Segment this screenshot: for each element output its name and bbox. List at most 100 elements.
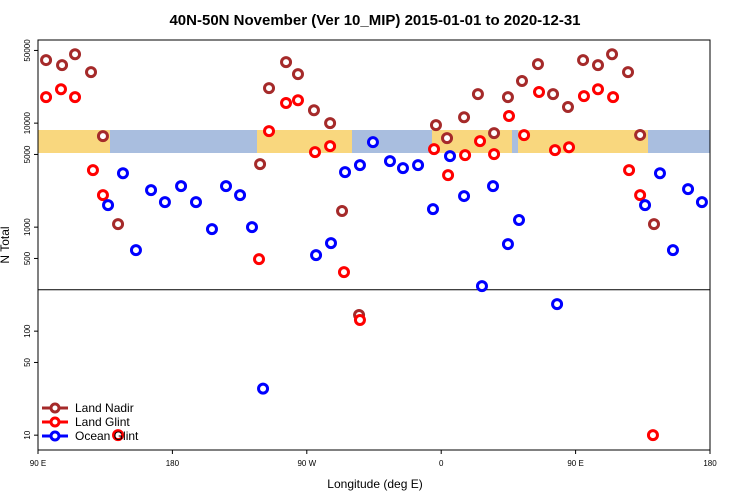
point [291, 94, 304, 107]
legend-marker [49, 430, 61, 442]
point [280, 56, 293, 69]
x-tick-label: 90 E [30, 459, 46, 468]
point [324, 237, 337, 250]
point [634, 189, 647, 202]
map-land [518, 130, 648, 153]
point [96, 189, 109, 202]
point [428, 143, 441, 156]
point [444, 150, 457, 163]
point [501, 238, 514, 251]
point [307, 104, 320, 117]
point [551, 298, 564, 311]
point [474, 135, 487, 148]
point [280, 97, 293, 110]
point [310, 249, 323, 262]
legend-marker [49, 402, 61, 414]
point [548, 144, 561, 157]
point [502, 110, 515, 123]
y-tick-label: 10 [23, 430, 32, 439]
point [253, 253, 266, 266]
point [112, 429, 125, 442]
legend-label: Land Nadir [75, 401, 134, 415]
point [353, 314, 366, 327]
y-tick-label: 500 [23, 251, 32, 265]
point [40, 54, 53, 67]
point [606, 48, 619, 61]
legend-label: Ocean Glint [75, 429, 139, 443]
point [56, 59, 69, 72]
point [69, 48, 82, 61]
point [263, 82, 276, 95]
legend-marker [49, 416, 61, 428]
x-tick-label: 90 W [297, 459, 316, 468]
point [396, 162, 409, 175]
point [263, 125, 276, 138]
point [337, 266, 350, 279]
point [254, 158, 267, 171]
point [383, 155, 396, 168]
point [533, 86, 546, 99]
point [622, 66, 635, 79]
point [487, 180, 500, 193]
point [69, 91, 82, 104]
point [309, 146, 322, 159]
point [682, 183, 695, 196]
point [648, 218, 660, 231]
point [501, 91, 514, 104]
y-axis-label: N Total [0, 226, 12, 263]
point [441, 132, 454, 145]
y-tick-label: 100 [23, 324, 32, 338]
point [96, 130, 109, 143]
point [429, 119, 442, 132]
y-tick-label: 50 [23, 357, 32, 366]
y-tick-label: 1000 [23, 218, 32, 236]
point [85, 66, 98, 79]
point [102, 199, 115, 212]
point [488, 148, 501, 161]
point [695, 196, 708, 209]
point [531, 58, 544, 71]
point [116, 167, 129, 180]
x-tick-label: 0 [439, 459, 444, 468]
point [623, 164, 636, 177]
point [442, 169, 455, 182]
point [324, 117, 337, 130]
point [54, 83, 67, 96]
y-tick-label: 50000 [23, 39, 32, 62]
point [653, 167, 666, 180]
point [234, 189, 247, 202]
point [563, 141, 576, 154]
point [145, 184, 158, 197]
chart-title: 40N-50N November (Ver 10_MIP) 2015-01-01… [169, 12, 580, 29]
x-tick-label: 180 [703, 459, 717, 468]
y-tick-label: 5000 [23, 145, 32, 163]
point [189, 196, 202, 209]
point [458, 111, 471, 124]
point [158, 196, 171, 209]
point [412, 159, 425, 172]
point [577, 54, 590, 67]
y-tick-label: 10000 [23, 111, 32, 134]
x-tick-label: 180 [166, 459, 180, 468]
point [634, 128, 647, 141]
point [339, 166, 352, 179]
point [475, 280, 488, 293]
legend-label: Land Glint [75, 415, 130, 429]
point [129, 244, 142, 257]
point [471, 88, 484, 101]
point [515, 75, 528, 88]
point [639, 199, 652, 212]
plot-frame [37, 39, 711, 451]
point [40, 91, 53, 104]
point [257, 382, 270, 395]
point [324, 140, 337, 153]
point [459, 149, 472, 162]
point [518, 129, 531, 142]
point [86, 164, 99, 177]
point [245, 221, 258, 234]
point [488, 127, 501, 140]
point [366, 136, 379, 149]
point [561, 100, 574, 113]
point [592, 59, 604, 72]
